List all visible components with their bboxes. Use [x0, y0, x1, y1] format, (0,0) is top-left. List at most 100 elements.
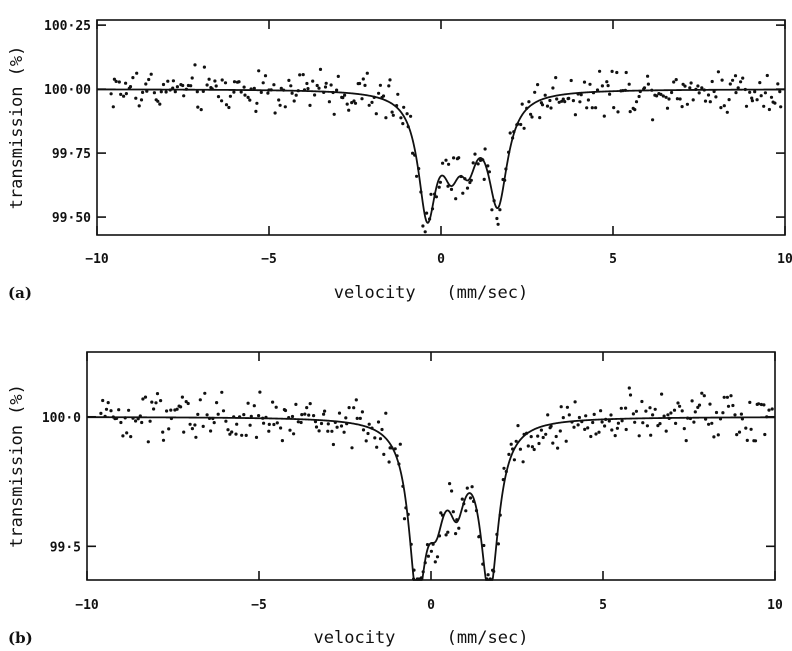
data-point	[190, 427, 194, 431]
data-point	[589, 434, 593, 439]
data-point	[390, 110, 394, 114]
data-point	[616, 421, 621, 425]
data-point	[376, 420, 381, 424]
data-point	[680, 409, 684, 413]
data-point	[530, 115, 534, 119]
data-point	[762, 403, 766, 407]
data-point	[224, 419, 228, 423]
data-point	[159, 90, 163, 94]
data-point	[703, 99, 708, 103]
data-point	[544, 432, 548, 436]
data-point	[378, 83, 382, 87]
data-point	[714, 410, 719, 415]
data-point	[317, 429, 321, 433]
data-point	[125, 431, 129, 435]
data-point	[124, 81, 128, 85]
data-point	[473, 152, 477, 156]
data-point	[305, 81, 309, 86]
data-point	[755, 98, 759, 102]
data-point	[148, 419, 152, 423]
data-point	[341, 96, 345, 100]
data-point	[536, 434, 540, 438]
data-point	[283, 408, 288, 413]
data-point	[688, 86, 692, 90]
data-point	[439, 511, 443, 515]
data-point	[586, 426, 590, 430]
data-point	[737, 430, 742, 434]
data-point	[672, 408, 677, 412]
data-point	[166, 79, 170, 83]
data-point	[337, 411, 342, 415]
data-point	[271, 400, 275, 404]
data-point	[117, 80, 121, 84]
data-point	[577, 415, 582, 420]
data-point	[607, 419, 611, 423]
data-point	[651, 413, 655, 417]
data-point	[569, 78, 573, 83]
data-point	[290, 414, 295, 419]
data-point	[361, 428, 366, 432]
data-point	[591, 420, 595, 425]
data-point	[232, 80, 237, 84]
data-point	[257, 69, 261, 73]
data-point	[159, 399, 163, 403]
data-point	[288, 428, 292, 432]
panel-a: −10 −5 0 5 10 100·25 100·00 99·75 99·50 velocity …	[7, 19, 792, 303]
data-point	[675, 97, 680, 101]
data-point	[329, 83, 333, 87]
data-point	[228, 94, 232, 98]
data-point	[175, 85, 179, 89]
y-axis-title: transmission (%)	[7, 46, 27, 210]
x-tick-label: −10	[75, 598, 99, 613]
data-point	[216, 412, 220, 416]
data-point	[457, 526, 461, 530]
x-axis-title: velocity (mm/sec)	[334, 283, 528, 303]
data-point	[482, 543, 486, 548]
data-point	[582, 80, 587, 84]
data-point	[648, 406, 652, 410]
data-point	[360, 97, 364, 101]
data-point	[429, 192, 433, 196]
data-point	[571, 99, 576, 103]
data-point	[207, 77, 211, 81]
x-tick-label: 5	[599, 598, 607, 613]
data-point	[527, 100, 531, 104]
data-point	[287, 78, 291, 82]
data-point	[734, 91, 738, 95]
data-point	[779, 105, 783, 109]
data-point	[378, 437, 383, 441]
data-point	[450, 489, 454, 493]
data-point	[119, 92, 123, 96]
data-point	[721, 411, 725, 415]
data-point	[111, 105, 115, 109]
data-point	[409, 114, 413, 118]
data-point	[532, 447, 536, 452]
data-point	[758, 81, 762, 85]
data-point	[584, 414, 588, 418]
y-tick-label: 100·00	[44, 83, 91, 98]
data-point	[375, 445, 379, 449]
data-point	[135, 71, 139, 75]
data-point	[292, 432, 296, 436]
data-point	[327, 100, 331, 104]
data-point	[512, 458, 517, 462]
data-point	[518, 447, 523, 451]
data-point	[280, 439, 284, 443]
data-point	[615, 70, 619, 75]
data-point	[748, 400, 752, 404]
data-point	[554, 434, 558, 439]
data-point	[242, 85, 246, 89]
data-point	[182, 94, 186, 98]
data-point	[220, 390, 224, 394]
data-point	[283, 105, 287, 109]
data-point	[586, 98, 591, 102]
data-point	[700, 86, 704, 90]
data-point	[175, 407, 179, 411]
data-point	[367, 422, 371, 426]
data-point	[496, 222, 500, 226]
x-tick-label: 0	[427, 598, 435, 613]
data-point	[279, 426, 283, 430]
data-point	[666, 413, 670, 417]
data-point	[290, 91, 294, 95]
data-point	[234, 432, 238, 436]
